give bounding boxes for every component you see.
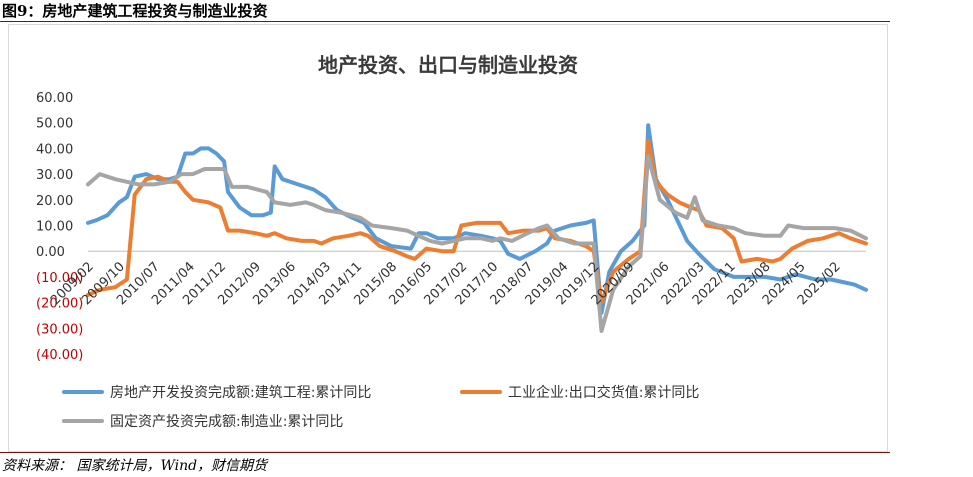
figure-title: 图9：房地产建筑工程投资与制造业投资 — [2, 2, 268, 20]
legend-label-2: 工业企业:出口交货值:累计同比 — [508, 384, 699, 401]
bottom-rule — [0, 452, 890, 453]
y-tick-label: (40.00) — [36, 348, 83, 363]
top-rule — [0, 21, 890, 22]
y-tick-label: 20.00 — [36, 194, 73, 209]
y-tick-label: (30.00) — [36, 322, 83, 337]
y-tick-label: 0.00 — [36, 245, 65, 260]
y-tick-label: 60.00 — [36, 91, 73, 106]
chart-title: 地产投资、出口与制造业投资 — [318, 53, 578, 77]
source-note: 资料来源： 国家统计局，Wind，财信期货 — [2, 458, 268, 474]
y-tick-label: 50.00 — [36, 117, 73, 132]
legend-label-1: 房地产开发投资完成额:建筑工程:累计同比 — [110, 385, 371, 401]
y-tick-label: (20.00) — [36, 297, 83, 312]
y-tick-label: (10.00) — [36, 271, 83, 286]
y-tick-label: 10.00 — [36, 220, 73, 235]
y-tick-label: 40.00 — [36, 142, 73, 157]
legend-label-3: 固定资产投资完成额:制造业:累计同比 — [110, 414, 343, 430]
y-tick-label: 30.00 — [36, 168, 73, 183]
series-line-3 — [86, 154, 868, 333]
series-line-1 — [86, 123, 868, 315]
